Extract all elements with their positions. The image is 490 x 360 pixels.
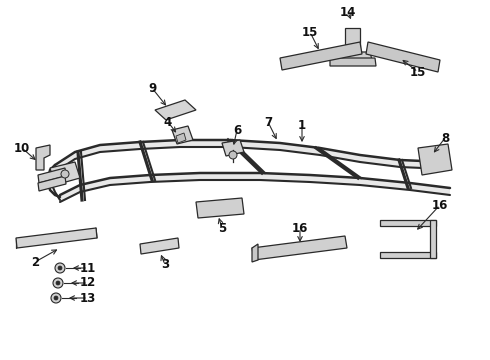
Text: 8: 8 <box>441 131 449 144</box>
Text: 16: 16 <box>292 221 308 234</box>
Circle shape <box>55 263 65 273</box>
Text: 14: 14 <box>340 5 356 18</box>
Text: 2: 2 <box>31 256 39 269</box>
Polygon shape <box>380 252 436 258</box>
Polygon shape <box>36 145 50 170</box>
Text: 9: 9 <box>148 81 156 95</box>
Polygon shape <box>280 42 362 70</box>
Text: 12: 12 <box>80 276 96 289</box>
Text: 3: 3 <box>161 258 169 271</box>
Text: 16: 16 <box>432 198 448 212</box>
Polygon shape <box>366 42 440 72</box>
Polygon shape <box>252 236 347 260</box>
Polygon shape <box>345 28 360 56</box>
Polygon shape <box>55 140 445 172</box>
Text: 6: 6 <box>233 123 241 136</box>
Polygon shape <box>222 140 244 156</box>
Polygon shape <box>155 100 196 120</box>
Polygon shape <box>172 126 193 144</box>
Text: 15: 15 <box>410 66 426 78</box>
Polygon shape <box>380 220 436 226</box>
Polygon shape <box>140 238 179 254</box>
Text: 1: 1 <box>298 118 306 131</box>
Text: 4: 4 <box>164 116 172 129</box>
Text: 15: 15 <box>302 26 318 39</box>
Polygon shape <box>196 198 244 218</box>
Circle shape <box>58 266 62 270</box>
Text: 10: 10 <box>14 141 30 154</box>
Polygon shape <box>50 162 80 185</box>
Polygon shape <box>252 244 258 262</box>
Circle shape <box>56 281 60 285</box>
Text: 13: 13 <box>80 292 96 305</box>
Text: 11: 11 <box>80 261 96 274</box>
Circle shape <box>53 278 63 288</box>
Circle shape <box>54 296 58 300</box>
Polygon shape <box>334 52 372 60</box>
Polygon shape <box>60 173 450 202</box>
Polygon shape <box>38 176 66 191</box>
Circle shape <box>229 151 237 159</box>
Text: 5: 5 <box>218 221 226 234</box>
Circle shape <box>51 293 61 303</box>
Polygon shape <box>430 220 436 258</box>
Polygon shape <box>16 228 97 248</box>
Polygon shape <box>38 168 66 183</box>
Polygon shape <box>418 144 452 175</box>
Polygon shape <box>330 58 376 66</box>
Text: 7: 7 <box>264 116 272 129</box>
Polygon shape <box>176 133 186 143</box>
Circle shape <box>61 170 69 178</box>
